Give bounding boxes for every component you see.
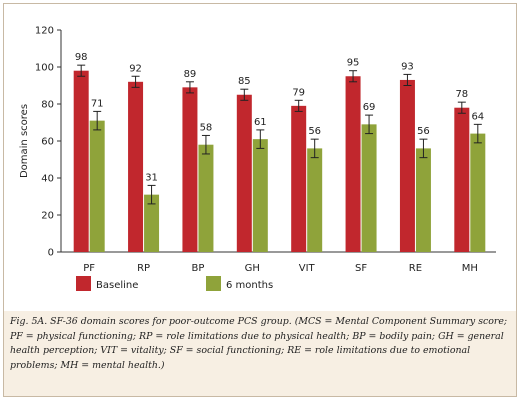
- y-axis-label: Domain scores: [19, 104, 30, 178]
- figure-frame: 0 20 40 60 80 100 120 Domain scores 98 71 PF 92 31 RP…: [3, 3, 517, 397]
- data-label: 69: [363, 102, 376, 113]
- bar-baseline: [454, 107, 470, 252]
- bar-6-months: [470, 133, 486, 252]
- data-label: 93: [401, 61, 414, 72]
- y-tick-label: 0: [48, 248, 54, 259]
- bar-baseline: [345, 76, 361, 252]
- bar-6-months: [361, 124, 377, 252]
- data-label: 56: [417, 126, 430, 137]
- bar-6-months: [415, 148, 431, 252]
- x-tick-label: GH: [245, 263, 260, 274]
- legend-label: 6 months: [226, 280, 273, 291]
- y-tick-label: 80: [41, 100, 54, 111]
- chart-panel: 0 20 40 60 80 100 120 Domain scores 98 71 PF 92 31 RP…: [4, 4, 516, 311]
- figure-caption: Fig. 5A. SF-36 domain scores for poor-ou…: [10, 316, 508, 371]
- bar-baseline: [399, 79, 415, 252]
- bar-6-months: [198, 144, 214, 252]
- bar-6-months: [252, 139, 268, 252]
- y-tick-label: 100: [35, 63, 54, 74]
- bar-chart: 0 20 40 60 80 100 120 Domain scores 98 71 PF 92 31 RP…: [19, 26, 496, 291]
- data-label: 56: [308, 126, 321, 137]
- legend-swatch-6-months: [206, 276, 221, 291]
- bar-6-months: [89, 120, 105, 253]
- data-label: 95: [347, 58, 360, 69]
- bar-6-months: [144, 194, 160, 252]
- data-label: 78: [455, 89, 468, 100]
- data-label: 92: [129, 63, 142, 74]
- data-label: 71: [91, 98, 104, 109]
- x-tick-label: SF: [355, 263, 367, 274]
- x-tick-label: RP: [137, 263, 150, 274]
- bar-baseline: [128, 81, 144, 252]
- x-tick-label: MH: [462, 263, 478, 274]
- data-label: 31: [145, 172, 158, 183]
- data-label: 61: [254, 117, 267, 128]
- y-tick-label: 120: [35, 26, 54, 37]
- x-tick-label: VIT: [299, 263, 316, 274]
- data-label: 64: [471, 111, 484, 122]
- y-tick-label: 40: [41, 174, 54, 185]
- x-tick-label: RE: [409, 263, 422, 274]
- y-tick-label: 60: [41, 137, 54, 148]
- bar-baseline: [73, 70, 89, 252]
- legend-swatch-baseline: [76, 276, 91, 291]
- data-label: 79: [292, 87, 305, 98]
- data-label: 89: [184, 69, 197, 80]
- bar-baseline: [182, 87, 198, 252]
- x-tick-label: BP: [191, 263, 204, 274]
- legend-label: Baseline: [96, 280, 138, 291]
- bar-baseline: [236, 94, 252, 252]
- data-label: 85: [238, 76, 251, 87]
- x-tick-label: PF: [83, 263, 95, 274]
- data-label: 98: [75, 52, 88, 63]
- data-label: 58: [200, 122, 213, 133]
- y-tick-label: 20: [41, 211, 54, 222]
- bar-6-months: [307, 148, 323, 252]
- bar-baseline: [291, 105, 307, 252]
